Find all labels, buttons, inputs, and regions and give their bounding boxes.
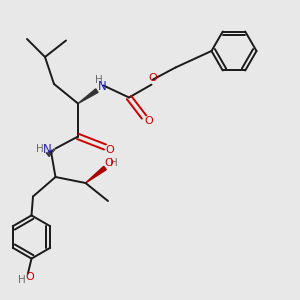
- Text: O: O: [25, 272, 34, 282]
- Polygon shape: [78, 89, 98, 104]
- Text: H: H: [110, 158, 118, 169]
- Text: H: H: [18, 274, 26, 285]
- Text: N: N: [98, 80, 106, 94]
- Text: H: H: [95, 75, 103, 85]
- Text: O: O: [104, 158, 113, 169]
- Text: H: H: [36, 144, 43, 154]
- Text: O: O: [148, 73, 158, 83]
- Polygon shape: [85, 166, 106, 183]
- Text: O: O: [144, 116, 153, 126]
- Text: N: N: [43, 142, 52, 156]
- Text: O: O: [105, 145, 114, 155]
